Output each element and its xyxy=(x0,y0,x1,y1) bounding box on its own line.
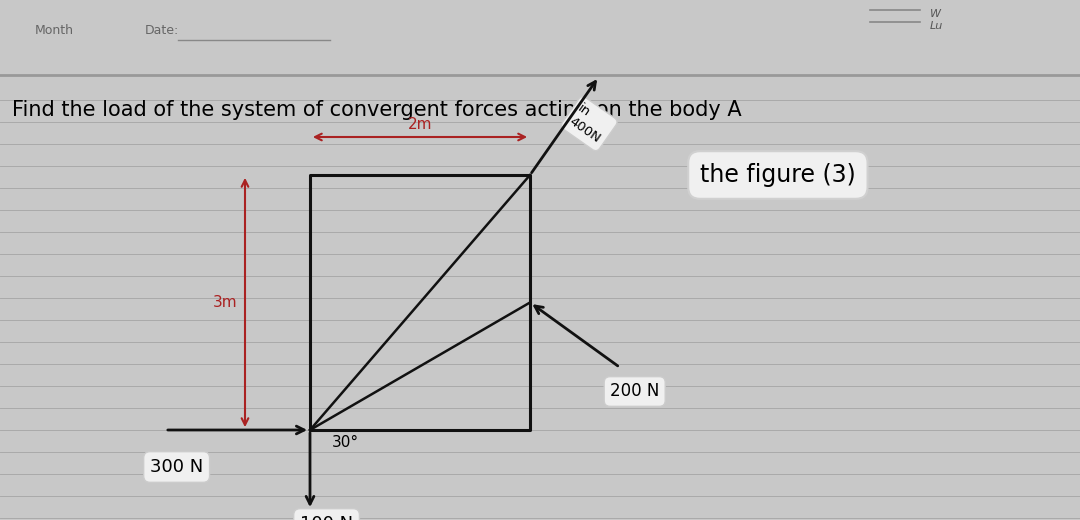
Text: 3m: 3m xyxy=(213,295,237,310)
Text: the figure (3): the figure (3) xyxy=(700,163,855,187)
Text: Month: Month xyxy=(35,23,75,36)
Text: Find the load of the system of convergent forces acting on the body A: Find the load of the system of convergen… xyxy=(12,100,742,120)
Text: 200 N: 200 N xyxy=(610,383,660,400)
Text: 300 N: 300 N xyxy=(150,458,203,476)
Text: in
400N: in 400N xyxy=(567,102,611,145)
Text: 2m: 2m xyxy=(408,117,432,132)
Text: 30°: 30° xyxy=(332,435,360,450)
Text: 100 N: 100 N xyxy=(300,515,353,520)
Text: W
Lu: W Lu xyxy=(930,9,943,31)
Text: Date:: Date: xyxy=(145,23,179,36)
